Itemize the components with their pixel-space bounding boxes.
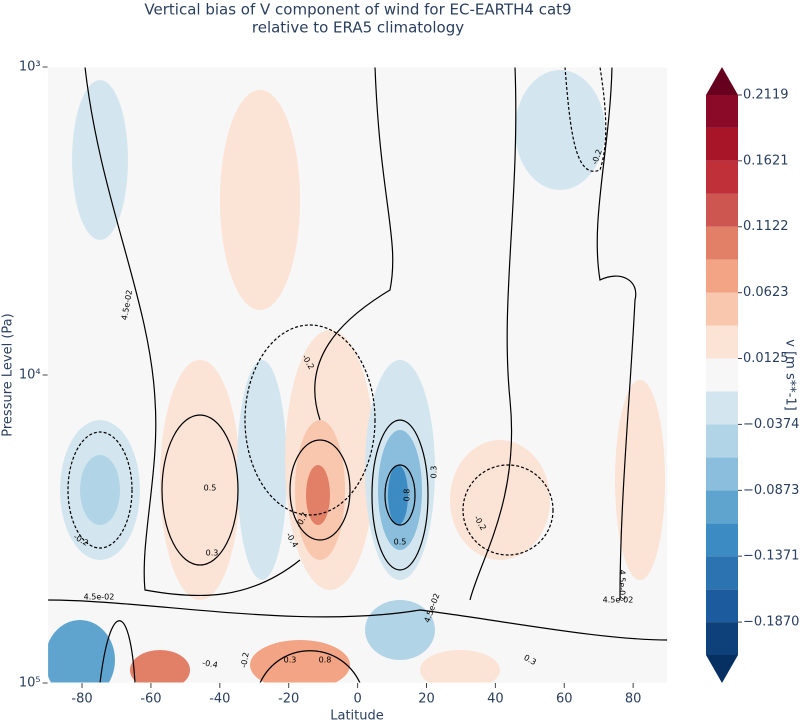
colorbar-band (706, 391, 738, 425)
field-blob (130, 650, 190, 683)
x-tick-label: 40 (487, 692, 504, 707)
field-blob (420, 650, 500, 683)
contours (47, 67, 668, 683)
x-tick-label: -80 (71, 692, 92, 707)
colorbar-band (706, 523, 738, 557)
x-tick-label: 80 (625, 692, 642, 707)
colorbar-band (706, 95, 738, 128)
colorbar-tick-label: 0.0623 (743, 285, 789, 300)
contour-line (47, 599, 668, 641)
contour-line (371, 419, 429, 571)
colorbar-tick-label: −0.1870 (743, 615, 799, 630)
x-tick-label: -40 (209, 692, 230, 707)
contour-label: 0.3 (430, 466, 439, 479)
field-blob (450, 440, 550, 560)
colorbar-tick-label: −0.1371 (743, 549, 799, 564)
colorbar-tick-label: 0.0125 (743, 351, 789, 366)
colorbar-tick-label: 0.1621 (743, 153, 789, 168)
contour-line (469, 67, 517, 601)
field-blob (220, 90, 300, 310)
contour-line (289, 439, 351, 541)
contour-label: 0.5 (204, 484, 217, 493)
contour-line (244, 324, 376, 516)
colorbar-tick-label: −0.0873 (743, 483, 799, 498)
y-axis-label: Pressure Level (Pa) (1, 313, 16, 436)
colorbar-label: v [m s**-1] (783, 339, 798, 411)
chart-title: relative to ERA5 climatology (252, 19, 464, 37)
field (47, 70, 665, 683)
y-tick-label: 10⁴ (19, 368, 41, 383)
y-tick-label: 10⁵ (19, 676, 41, 691)
contour-label: -0.4 (202, 658, 219, 670)
colorbar-extend (706, 655, 738, 683)
contour-line (84, 67, 301, 597)
contour-line (314, 67, 394, 421)
colorbar-tick-label: 0.1122 (743, 219, 789, 234)
x-axis-label: Latitude (330, 709, 384, 724)
contour-label: 4.5e-02 (603, 596, 634, 605)
colorbar-band (706, 193, 738, 227)
colorbar-band (706, 160, 738, 194)
colorbar-band (706, 358, 738, 392)
contour-line (384, 464, 416, 526)
y-tick-label: 10³ (19, 60, 41, 75)
chart-title: Vertical bias of V component of wind for… (144, 1, 571, 19)
field-blob (72, 80, 128, 240)
contour-line (99, 620, 361, 683)
contour-label: 0.8 (403, 489, 412, 502)
contour-line (462, 464, 554, 556)
colorbar-band (706, 490, 738, 524)
contour-label: 0.3 (284, 656, 297, 665)
contour-line (161, 414, 239, 566)
colorbar-band (706, 292, 738, 326)
field-blob (160, 360, 240, 600)
colorbar-tick-label: −0.0374 (743, 417, 799, 432)
field-blob (250, 640, 350, 683)
field-blob (388, 465, 408, 525)
contour-line (564, 67, 607, 172)
x-tick-label: -60 (140, 692, 161, 707)
contour-line (67, 431, 133, 549)
x-tick-label: 0 (353, 692, 361, 707)
colorbar-band (706, 622, 738, 655)
field-blob (80, 455, 120, 525)
field-blob (615, 380, 665, 580)
contour-label: 0.5 (394, 538, 407, 547)
field-blob (365, 600, 435, 660)
colorbar-band (706, 457, 738, 491)
colorbar-band (706, 259, 738, 293)
field-blob (515, 70, 605, 190)
contour-label: 0.3 (206, 549, 219, 558)
colorbar-band (706, 424, 738, 458)
colorbar-tick-label: 0.2119 (743, 88, 789, 103)
colorbar-band (706, 226, 738, 260)
contour-line (596, 67, 637, 601)
colorbar-band (706, 325, 738, 359)
contour-label: 4.5e-02 (618, 570, 627, 601)
field-blob (47, 620, 115, 683)
x-tick-label: -20 (278, 692, 299, 707)
colorbar-band (706, 127, 738, 161)
contour-label: 0.8 (319, 656, 332, 665)
x-tick-label: 20 (418, 692, 435, 707)
x-tick-label: 60 (556, 692, 573, 707)
field-blob (237, 360, 287, 580)
contour-label: -0.2 (239, 652, 251, 669)
colorbar-band (706, 589, 738, 623)
field-blob (306, 465, 330, 525)
colorbar-extend (706, 67, 738, 95)
contour-label: 4.5e-02 (84, 593, 115, 602)
colorbar-band (706, 556, 738, 590)
